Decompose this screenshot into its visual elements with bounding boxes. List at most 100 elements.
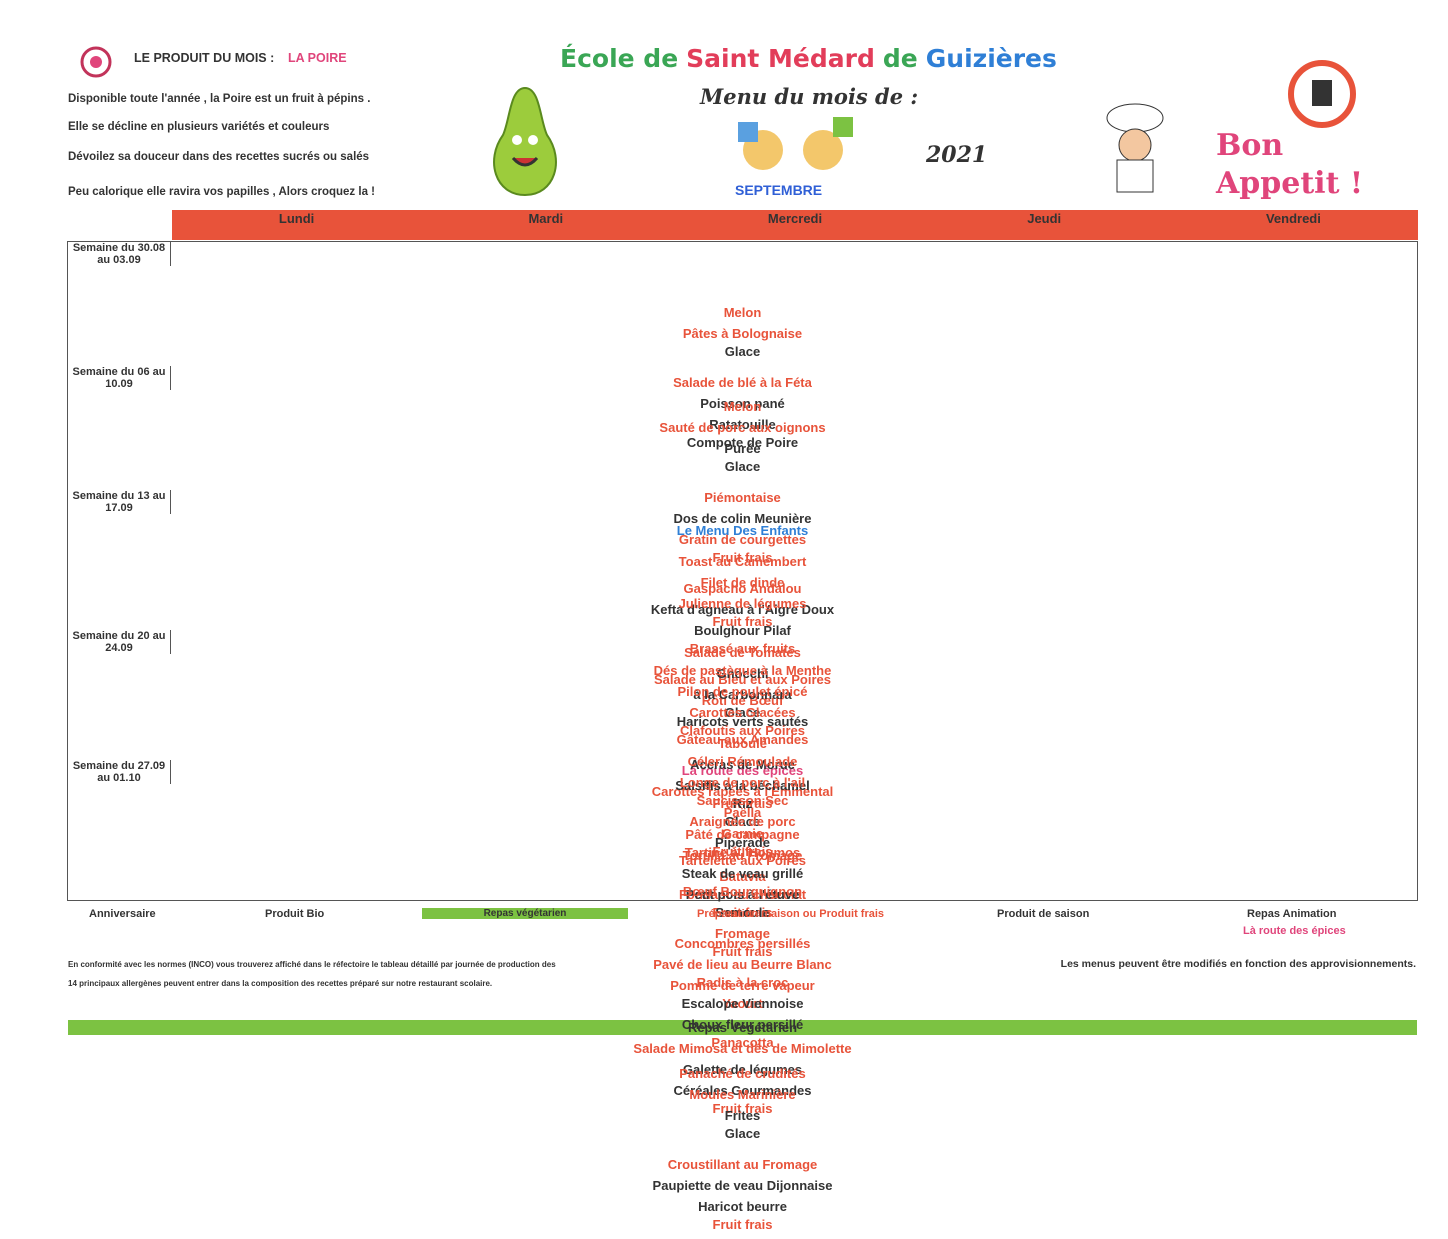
day-header: Lundi Mardi Mercredi Jeudi Vendredi — [172, 210, 1418, 240]
menu-cell: Saucisson Sec Araignée de porc Piperade Tar… — [68, 784, 1417, 875]
menu-cell: Melon Sauté de porc aux oignons Purée Glace — [68, 390, 1417, 481]
year: 2021 — [926, 142, 988, 168]
description: Elle se décline en plusieurs variétés et… — [68, 121, 330, 133]
dish: Tartine à l'Houmos — [684, 845, 801, 860]
description: Dévoilez sa douceur dans des recettes su… — [68, 151, 370, 163]
dish: Purée — [724, 441, 761, 456]
legend-item: Là route des épices — [1243, 925, 1346, 937]
menu-cell: Pâté de campagne Tortilla au Fromage Batav… — [68, 818, 1417, 909]
dish: Piperade — [715, 835, 770, 850]
dish: Piémontaise — [704, 490, 781, 505]
disclaimer: Les menus peuvent être modifiés en fonct… — [1060, 958, 1416, 970]
dish: Saucisson Sec — [696, 793, 789, 808]
dish: Frites — [724, 1108, 761, 1123]
dish: Clafoutis aux Poires — [680, 723, 805, 738]
dish: Dés de pastèque à la Menthe — [653, 663, 832, 678]
week-label: Semaine du 06 au 10.09 — [68, 366, 171, 390]
dish: Dos de colin Meunière — [673, 511, 812, 526]
dish: Fruit frais — [712, 844, 773, 859]
legend-item: Préparation maison ou Produit frais — [697, 908, 885, 920]
dish: Haricots verts sautés — [676, 714, 809, 729]
dish: Batavia — [719, 869, 766, 884]
description: Disponible toute l'année , la Poire est … — [68, 93, 371, 105]
dish: Gratin de courgettes — [678, 532, 807, 547]
menu-cell: Le Menu Des Enfants — [68, 514, 1417, 545]
menu-cell: Salade de blé à la Féta Poisson pané Ratat… — [68, 366, 1417, 457]
dish: Glace — [724, 344, 761, 359]
week-label: Semaine du 27.09 au 01.10 — [68, 760, 171, 784]
legend: Anniversaire Produit Bio Repas végétarien P… — [67, 908, 1418, 937]
menu-cell: Concombres persillés Pavé de lieu au Beur… — [68, 927, 1417, 1018]
title-part: École de — [560, 44, 679, 73]
dish: Petit pois à l'étuvé — [685, 887, 800, 902]
dish: Haricot beurre — [698, 1199, 787, 1214]
description: Peu calorique elle ravira vos papilles ,… — [68, 186, 375, 198]
dish: Yaourt — [722, 996, 763, 1011]
dish: Paëlla — [723, 805, 762, 820]
dish: Choux fleur persillé — [681, 1017, 804, 1032]
product-logo — [80, 46, 112, 78]
footer-note: 14 principaux allergènes peuvent entrer … — [68, 979, 493, 988]
dish: Garnie — [721, 826, 764, 841]
product-label: LE PRODUIT DU MOIS : — [134, 51, 275, 65]
dish: Steak de veau grillé — [681, 866, 804, 881]
menu-cell: Gaspacho Andalou Kefta d'agneau à l'Aigre… — [68, 572, 1417, 663]
dish: Panacotta — [711, 1035, 774, 1050]
dish: Salade de Tomates — [684, 645, 801, 660]
dish: Fruit frais — [712, 614, 773, 629]
menu-cell: Melon Pâtes à Bolognaise Glace — [68, 296, 1417, 366]
dish: Semoule — [715, 905, 770, 920]
dish: Taboulé — [718, 736, 767, 751]
dish: Pâté de campagne — [685, 827, 800, 842]
dish: Araignée de porc — [689, 814, 796, 829]
week-row: Semaine du 06 au 10.09 Melon Sauté de porc… — [68, 366, 1417, 859]
dish: Compote de Poire — [686, 435, 799, 450]
dish: Fondant au chocolat — [678, 887, 807, 902]
dish: Concombres persillés — [674, 936, 811, 951]
dish: Julienne de légumes — [678, 596, 807, 611]
dish: Fruit frais — [712, 905, 773, 920]
dish: Toast au Camembert — [678, 554, 807, 569]
dish: Ratatouille — [709, 417, 776, 432]
menu-cell — [68, 266, 1417, 276]
dish: Le Menu Des Enfants — [676, 523, 809, 538]
dish: Riz — [732, 796, 753, 811]
dish: Céleri Rémoulade — [687, 754, 798, 769]
day-name: Vendredi — [1265, 211, 1321, 226]
menu-cell: Croustillant au Fromage Paupiette de veau… — [68, 1148, 1417, 1239]
day-name: Mardi — [528, 211, 564, 226]
week-row: Semaine du 30.08 au 03.09 Melon Pâtes à Bo… — [68, 242, 1417, 450]
dish: Glace — [724, 705, 761, 720]
school-title: École de Saint Médard de Guizières — [560, 44, 1065, 73]
dish: Longe de porc à l'ail — [679, 775, 806, 790]
legend-item: Produit Bio — [265, 908, 325, 920]
dish: Salade au Bleu et aux Poires — [653, 672, 832, 687]
dish: Salsifis à la béchamel — [675, 778, 810, 793]
title-part: Guizières — [925, 44, 1057, 73]
menu-cell: Salade au Bleu et aux Poires Rôti de Bœuf… — [68, 663, 1417, 754]
dish: Radis à la croc — [696, 975, 789, 990]
greeting: Bon — [1216, 128, 1284, 163]
menu-cell: Céleri Rémoulade Longe de porc à l'ail Riz… — [68, 745, 1417, 836]
dish: Tortilla au Fromage — [682, 848, 803, 863]
week-label: Semaine du 20 au 24.09 — [68, 630, 171, 654]
dish: Pâtes à Bolognaise — [682, 326, 803, 341]
dish: Panaché de crudités — [679, 1066, 806, 1081]
month: SEPTEMBRE — [735, 182, 823, 198]
dish: Pavé de lieu au Beurre Blanc — [653, 957, 832, 972]
month-illustration — [738, 117, 853, 170]
legend-item: Repas Animation — [1247, 908, 1337, 920]
dish: Accras de Morue — [690, 757, 795, 772]
dish: Gaspacho Andalou — [683, 581, 802, 596]
title-part: de — [882, 44, 918, 73]
menu-cell: Là route des épices Carottes râpées à l'E… — [68, 754, 1417, 866]
greeting: Appetit ! — [1216, 166, 1364, 201]
dish: Fruit frais — [712, 944, 773, 959]
menu-cell: Dés de pastèque à la Menthe Pilon de poul… — [68, 654, 1417, 745]
chef-illustration — [1106, 103, 1164, 193]
dish: Là route des épices — [681, 763, 804, 778]
dish: Fromage — [715, 926, 770, 941]
dish: Carottes râpées à l'Emmental — [651, 784, 834, 799]
dish: Melon — [723, 305, 762, 320]
dish: Glace — [724, 1126, 761, 1141]
